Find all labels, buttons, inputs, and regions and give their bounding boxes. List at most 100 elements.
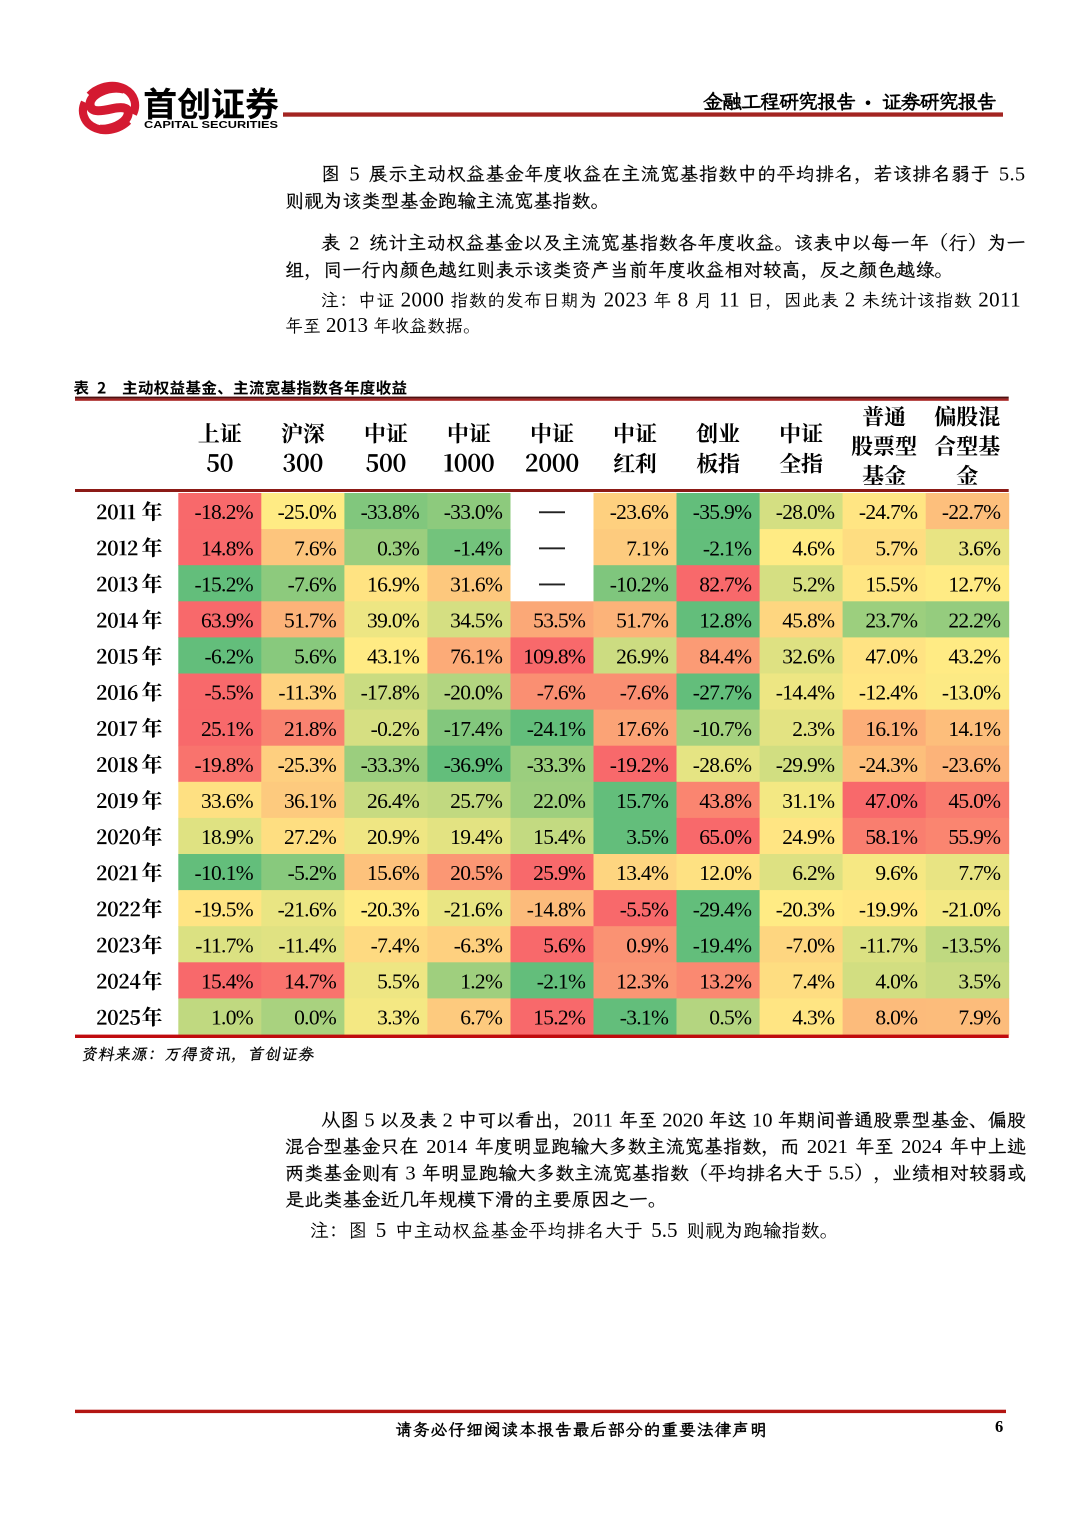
svg-text:14.7%: 14.7%	[284, 970, 337, 994]
svg-text:36.1%: 36.1%	[284, 789, 337, 813]
svg-text:2: 2	[443, 1110, 453, 1132]
svg-text:6.2%: 6.2%	[792, 861, 835, 885]
svg-text:19.4%: 19.4%	[450, 825, 503, 849]
svg-text:109.8%: 109.8%	[523, 645, 586, 669]
svg-text:5: 5	[364, 1110, 374, 1132]
svg-text:5.5: 5.5	[999, 163, 1026, 185]
svg-text:11: 11	[719, 287, 740, 311]
svg-text:-33.3%: -33.3%	[527, 753, 586, 777]
svg-text:-19.9%: -19.9%	[859, 897, 918, 921]
svg-text:45.8%: 45.8%	[782, 609, 835, 633]
svg-text:15.4%: 15.4%	[201, 970, 254, 994]
svg-text:15.5%: 15.5%	[865, 572, 918, 596]
svg-text:21.8%: 21.8%	[284, 717, 337, 741]
svg-text:9.6%: 9.6%	[875, 861, 918, 885]
svg-text:4.6%: 4.6%	[792, 536, 835, 560]
svg-text:-25.0%: -25.0%	[278, 500, 337, 524]
svg-text:47.0%: 47.0%	[865, 789, 918, 813]
svg-text:15.2%: 15.2%	[533, 1006, 586, 1030]
svg-text:-29.4%: -29.4%	[693, 897, 752, 921]
svg-text:26.4%: 26.4%	[367, 789, 420, 813]
svg-text:58.1%: 58.1%	[865, 825, 918, 849]
svg-text:-18.2%: -18.2%	[195, 500, 254, 524]
svg-text:31.6%: 31.6%	[450, 572, 503, 596]
svg-text:0.3%: 0.3%	[377, 536, 420, 560]
svg-text:2: 2	[845, 287, 856, 311]
svg-text:26.9%: 26.9%	[616, 645, 669, 669]
svg-text:31.1%: 31.1%	[782, 789, 835, 813]
svg-text:-23.6%: -23.6%	[942, 753, 1001, 777]
svg-text:25.1%: 25.1%	[201, 717, 254, 741]
svg-text:6.7%: 6.7%	[460, 1006, 503, 1030]
svg-text:2011: 2011	[573, 1110, 613, 1132]
svg-text:4.0%: 4.0%	[875, 970, 918, 994]
svg-text:10: 10	[752, 1110, 773, 1132]
svg-text:15.6%: 15.6%	[367, 861, 420, 885]
svg-text:20.5%: 20.5%	[450, 861, 503, 885]
svg-text:-22.7%: -22.7%	[942, 500, 1001, 524]
svg-text:27.2%: 27.2%	[284, 825, 337, 849]
svg-text:-33.3%: -33.3%	[361, 753, 420, 777]
svg-text:-19.8%: -19.8%	[195, 753, 254, 777]
svg-text:39.0%: 39.0%	[367, 609, 420, 633]
svg-text:-7.4%: -7.4%	[371, 933, 420, 957]
svg-text:84.4%: 84.4%	[699, 645, 752, 669]
svg-text:-5.5%: -5.5%	[205, 681, 254, 705]
svg-text:12.0%: 12.0%	[699, 861, 752, 885]
svg-text:15.4%: 15.4%	[533, 825, 586, 849]
svg-text:-1.4%: -1.4%	[454, 536, 503, 560]
svg-text:5: 5	[376, 1218, 387, 1242]
svg-text:34.5%: 34.5%	[450, 609, 503, 633]
svg-text:-19.5%: -19.5%	[195, 897, 254, 921]
svg-text:2021: 2021	[807, 1136, 848, 1158]
svg-text:47.0%: 47.0%	[865, 645, 918, 669]
svg-text:3: 3	[405, 1163, 415, 1185]
svg-text:33.6%: 33.6%	[201, 789, 254, 813]
svg-text:2024: 2024	[901, 1136, 942, 1158]
svg-text:17.6%: 17.6%	[616, 717, 669, 741]
svg-text:-2.1%: -2.1%	[703, 536, 752, 560]
svg-text:-19.4%: -19.4%	[693, 933, 752, 957]
svg-text:2014: 2014	[426, 1136, 467, 1158]
svg-text:43.1%: 43.1%	[367, 645, 420, 669]
svg-text:24.9%: 24.9%	[782, 825, 835, 849]
svg-text:-19.2%: -19.2%	[610, 753, 669, 777]
svg-text:0.5%: 0.5%	[709, 1006, 752, 1030]
svg-text:5.2%: 5.2%	[792, 572, 835, 596]
svg-text:-25.3%: -25.3%	[278, 753, 337, 777]
svg-text:-7.6%: -7.6%	[288, 572, 337, 596]
svg-text:5.5: 5.5	[651, 1218, 677, 1242]
svg-text:-17.8%: -17.8%	[361, 681, 420, 705]
svg-text:-15.2%: -15.2%	[195, 572, 254, 596]
svg-text:5.6%: 5.6%	[294, 645, 337, 669]
svg-text:22.0%: 22.0%	[533, 789, 586, 813]
svg-text:-35.9%: -35.9%	[693, 500, 752, 524]
svg-text:76.1%: 76.1%	[450, 645, 503, 669]
svg-text:2000: 2000	[401, 287, 445, 311]
svg-text:3.5%: 3.5%	[958, 970, 1001, 994]
svg-text:43.8%: 43.8%	[699, 789, 752, 813]
svg-text:-13.5%: -13.5%	[942, 933, 1001, 957]
svg-text:43.2%: 43.2%	[948, 645, 1001, 669]
svg-text:2011: 2011	[978, 287, 1021, 311]
svg-text:2020: 2020	[662, 1110, 703, 1132]
svg-text:7.4%: 7.4%	[792, 970, 835, 994]
svg-text:3.6%: 3.6%	[958, 536, 1001, 560]
svg-text:5.5: 5.5	[829, 1163, 855, 1185]
svg-text:5.6%: 5.6%	[543, 933, 586, 957]
svg-text:1.0%: 1.0%	[211, 1006, 254, 1030]
svg-text:4.3%: 4.3%	[792, 1006, 835, 1030]
svg-text:-11.3%: -11.3%	[278, 681, 336, 705]
svg-text:-14.8%: -14.8%	[527, 897, 586, 921]
svg-text:7.6%: 7.6%	[294, 536, 337, 560]
svg-text:-23.6%: -23.6%	[610, 500, 669, 524]
svg-text:-10.1%: -10.1%	[195, 861, 254, 885]
svg-text:-21.0%: -21.0%	[942, 897, 1001, 921]
svg-text:7.1%: 7.1%	[626, 536, 669, 560]
svg-text:0.0%: 0.0%	[294, 1006, 337, 1030]
svg-text:-17.4%: -17.4%	[444, 717, 503, 741]
svg-text:-28.0%: -28.0%	[776, 500, 835, 524]
svg-text:15.7%: 15.7%	[616, 789, 669, 813]
svg-text:12.8%: 12.8%	[699, 609, 752, 633]
svg-text:13.4%: 13.4%	[616, 861, 669, 885]
